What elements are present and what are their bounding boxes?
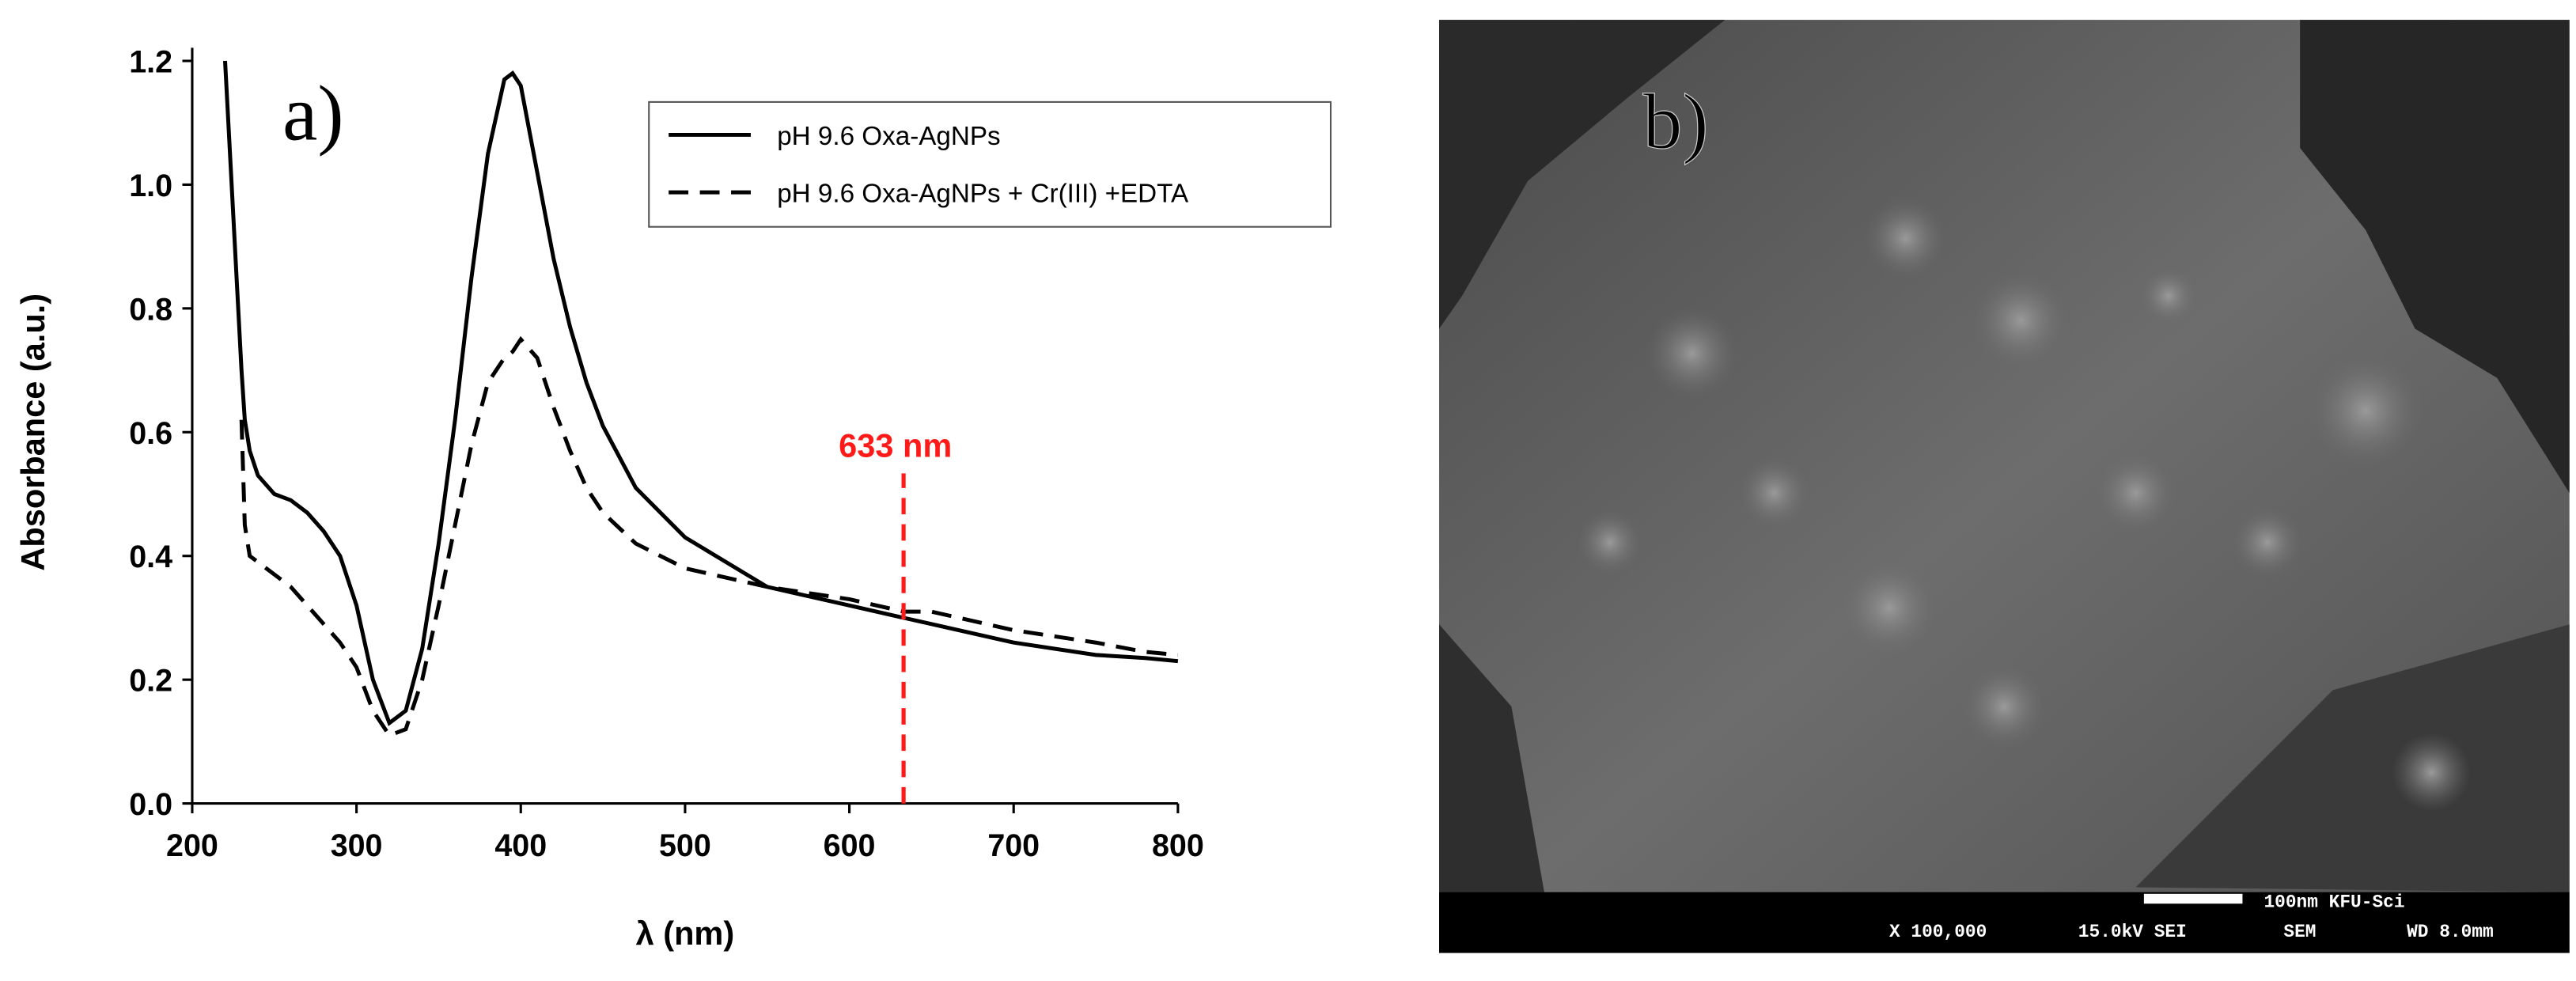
x-tick-label: 300 bbox=[331, 828, 383, 863]
legend-label: pH 9.6 Oxa-AgNPs + Cr(III) +EDTA bbox=[777, 180, 1189, 209]
magnification: X 100,000 bbox=[1889, 922, 1987, 942]
sem-panel: 100nm KFU-Sci X 100,000 15.0kV SEI SEM W… bbox=[1439, 20, 2570, 953]
panel-label: a) bbox=[282, 70, 343, 157]
y-tick-label: 1.0 bbox=[129, 169, 172, 203]
y-tick-label: 0.0 bbox=[129, 787, 172, 822]
y-tick-label: 0.6 bbox=[129, 416, 172, 451]
sem-shadow bbox=[1439, 624, 1544, 892]
y-tick-label: 0.8 bbox=[129, 292, 172, 327]
data-line bbox=[239, 335, 1179, 738]
plot-a: 0.0 0.2 0.4 0.6 0.8 1.0 1.2 200 300 400 500 600 700 8… bbox=[14, 45, 1332, 952]
legend-label: pH 9.6 Oxa-AgNPs bbox=[777, 122, 1000, 151]
x-axis-label: λ (nm) bbox=[636, 915, 735, 952]
legend-box bbox=[648, 100, 1332, 228]
scale-bar bbox=[2143, 893, 2243, 904]
voltage: 15.0kV SEI bbox=[2078, 922, 2187, 942]
sem-info-bar bbox=[1439, 892, 2570, 953]
x-tick-label: 800 bbox=[1152, 828, 1204, 863]
data-line bbox=[222, 60, 1179, 726]
scale-text: 100nm KFU-Sci bbox=[2263, 892, 2404, 912]
sem-shadow bbox=[2300, 20, 2570, 494]
y-tick-label: 0.4 bbox=[129, 540, 172, 574]
working-distance: WD 8.0mm bbox=[2407, 922, 2494, 942]
x-tick-label: 400 bbox=[494, 828, 547, 863]
x-tick-label: 500 bbox=[659, 828, 711, 863]
annotation-label: 633 nm bbox=[839, 427, 952, 464]
x-tick-label: 700 bbox=[987, 828, 1040, 863]
panel-label: b) bbox=[1643, 78, 1709, 165]
sem-shadow bbox=[1439, 20, 1726, 329]
y-tick-label: 0.2 bbox=[129, 664, 172, 699]
sem-shadow bbox=[2135, 624, 2570, 892]
x-tick-label: 600 bbox=[824, 828, 876, 863]
mode: SEM bbox=[2283, 922, 2316, 942]
x-tick-label: 200 bbox=[166, 828, 218, 863]
y-axis-label: Absorbance (a.u.) bbox=[14, 294, 51, 571]
y-tick-label: 1.2 bbox=[129, 45, 172, 80]
sem-particles bbox=[1577, 197, 2472, 812]
